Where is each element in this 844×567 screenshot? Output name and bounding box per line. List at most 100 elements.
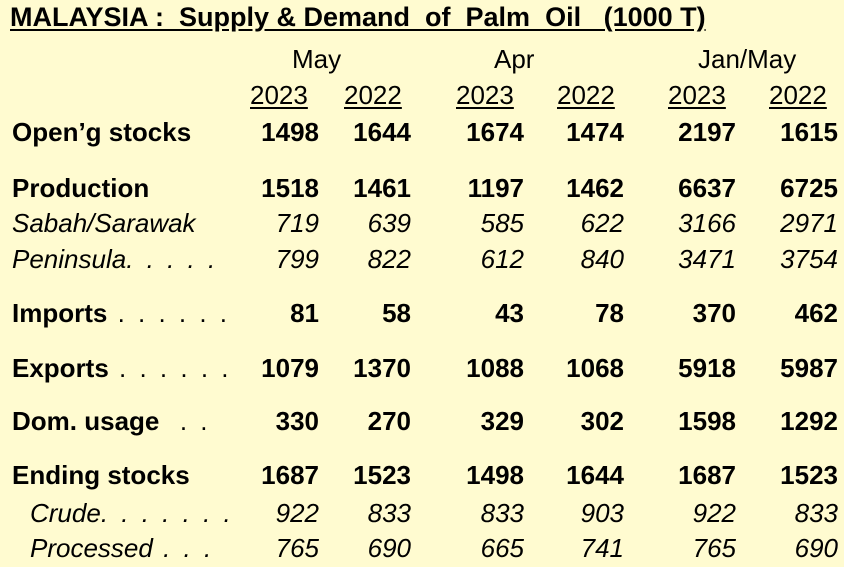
table-cell: 330 bbox=[275, 406, 319, 436]
table-cell: 370 bbox=[692, 298, 736, 328]
table-cell: 1088 bbox=[466, 353, 524, 383]
row-label: Open’g stocks bbox=[12, 117, 191, 148]
table-cell: 3471 bbox=[678, 244, 736, 274]
row-label-text: Ending stocks bbox=[12, 460, 190, 490]
table-cell: 5987 bbox=[780, 353, 838, 383]
row-label-dots: . . . bbox=[152, 533, 215, 563]
table-row-sabah-sarawak: Sabah/Sarawak 719 639 585 622 3166 2971 bbox=[0, 208, 844, 240]
period-header-apr: Apr bbox=[494, 44, 535, 74]
table-cell: 822 bbox=[367, 244, 411, 274]
period-header-may: May bbox=[292, 44, 342, 74]
table-cell: 1598 bbox=[678, 406, 736, 436]
row-label-dots: . . . . . . bbox=[108, 353, 232, 383]
table-cell: 1644 bbox=[353, 117, 411, 147]
table-cell: 903 bbox=[580, 498, 624, 528]
table-cell: 1370 bbox=[353, 353, 411, 383]
table-row-imports: Imports . . . . . . 81 58 43 78 370 462 bbox=[0, 298, 844, 330]
table-cell: 1498 bbox=[466, 460, 524, 490]
table-cell: 1523 bbox=[353, 460, 411, 490]
table-cell: 1474 bbox=[566, 117, 624, 147]
table-title: MALAYSIA : Supply & Demand of Palm Oil (… bbox=[10, 2, 706, 32]
table-cell: 81 bbox=[290, 298, 319, 328]
table-cell: 462 bbox=[794, 298, 838, 328]
table-cell: 1687 bbox=[678, 460, 736, 490]
table-cell: 1615 bbox=[780, 117, 838, 147]
table-cell: 1674 bbox=[466, 117, 524, 147]
table-cell: 58 bbox=[382, 298, 411, 328]
table-cell: 1644 bbox=[566, 460, 624, 490]
table-cell: 43 bbox=[495, 298, 524, 328]
row-label-dots: . . . . . . bbox=[107, 298, 231, 328]
row-label-dots: . . . . . bbox=[126, 244, 219, 274]
table-cell: 1498 bbox=[261, 117, 319, 147]
row-label-text: Sabah/Sarawak bbox=[12, 208, 196, 238]
table-cell: 270 bbox=[367, 406, 411, 436]
row-label: Crude. . . . . . . bbox=[30, 498, 234, 529]
table-cell: 2971 bbox=[780, 208, 838, 238]
table-cell: 5918 bbox=[678, 353, 736, 383]
table-cell: 1292 bbox=[780, 406, 838, 436]
period-header-jan-may: Jan/May bbox=[698, 44, 797, 74]
table-cell: 78 bbox=[595, 298, 624, 328]
row-label: Production bbox=[12, 173, 149, 204]
table-cell: 639 bbox=[367, 208, 411, 238]
table-cell: 922 bbox=[692, 498, 736, 528]
table-cell: 3166 bbox=[678, 208, 736, 238]
table-cell: 765 bbox=[692, 533, 736, 563]
row-label-dots: . . bbox=[159, 406, 211, 436]
table-row-dom-usage: Dom. usage . . 330 270 329 302 1598 1292 bbox=[0, 406, 844, 438]
table-cell: 1068 bbox=[566, 353, 624, 383]
row-label-text: Peninsula bbox=[12, 244, 127, 274]
table-row-crude: Crude. . . . . . . 922 833 833 903 922 833 bbox=[0, 498, 844, 530]
table-cell: 622 bbox=[580, 208, 624, 238]
table-cell: 6637 bbox=[678, 173, 736, 203]
table-cell: 585 bbox=[480, 208, 524, 238]
row-label-text: Crude bbox=[30, 498, 101, 528]
row-label: Exports . . . . . . bbox=[12, 353, 232, 384]
row-label-text: Dom. usage bbox=[12, 406, 160, 436]
row-label: Sabah/Sarawak bbox=[12, 208, 196, 239]
table-cell: 1462 bbox=[566, 173, 624, 203]
table-cell: 833 bbox=[794, 498, 838, 528]
row-label: Peninsula. . . . . bbox=[12, 244, 218, 275]
year-header: 2022 bbox=[769, 80, 827, 110]
table-cell: 922 bbox=[275, 498, 319, 528]
table-cell: 665 bbox=[480, 533, 524, 563]
table-cell: 2197 bbox=[678, 117, 736, 147]
table-cell: 302 bbox=[580, 406, 624, 436]
table-cell: 1197 bbox=[467, 173, 524, 203]
table-cell: 612 bbox=[480, 244, 524, 274]
row-label-text: Processed bbox=[30, 533, 153, 563]
table-cell: 690 bbox=[367, 533, 411, 563]
year-header: 2023 bbox=[668, 80, 726, 110]
table-cell: 1518 bbox=[261, 173, 319, 203]
year-header: 2023 bbox=[250, 80, 308, 110]
table-cell: 1523 bbox=[780, 460, 838, 490]
row-label: Dom. usage . . bbox=[12, 406, 211, 437]
row-label-text: Open’g stocks bbox=[12, 117, 192, 147]
table-cell: 840 bbox=[580, 244, 624, 274]
row-label-text: Exports bbox=[12, 353, 109, 383]
table-row-exports: Exports . . . . . . 1079 1370 1088 1068 5918 5… bbox=[0, 353, 844, 385]
table-cell: 3754 bbox=[780, 244, 838, 274]
table-row-peninsula: Peninsula. . . . . 799 822 612 840 3471 3754 bbox=[0, 244, 844, 276]
table-row-open-stocks: Open’g stocks 1498 1644 1674 1474 2197 1615 bbox=[0, 117, 844, 149]
row-label-text: Production bbox=[12, 173, 150, 203]
row-label-dots: . . . . . . . bbox=[100, 498, 234, 528]
row-label: Processed . . . bbox=[30, 533, 214, 564]
table-cell: 799 bbox=[275, 244, 319, 274]
table-cell: 719 bbox=[275, 208, 319, 238]
table-cell: 1461 bbox=[353, 173, 411, 203]
year-header: 2022 bbox=[557, 80, 615, 110]
table-cell: 741 bbox=[580, 533, 624, 563]
row-label: Ending stocks bbox=[12, 460, 190, 491]
year-header: 2023 bbox=[456, 80, 514, 110]
table-row-processed: Processed . . . 765 690 665 741 765 690 bbox=[0, 533, 844, 565]
row-label-text: Imports bbox=[12, 298, 108, 328]
table-cell: 6725 bbox=[780, 173, 838, 203]
table-cell: 833 bbox=[367, 498, 411, 528]
year-header: 2022 bbox=[344, 80, 402, 110]
table-cell: 1687 bbox=[261, 460, 319, 490]
table-cell: 1079 bbox=[261, 353, 319, 383]
table-row-ending-stocks: Ending stocks 1687 1523 1498 1644 1687 1523 bbox=[0, 460, 844, 492]
